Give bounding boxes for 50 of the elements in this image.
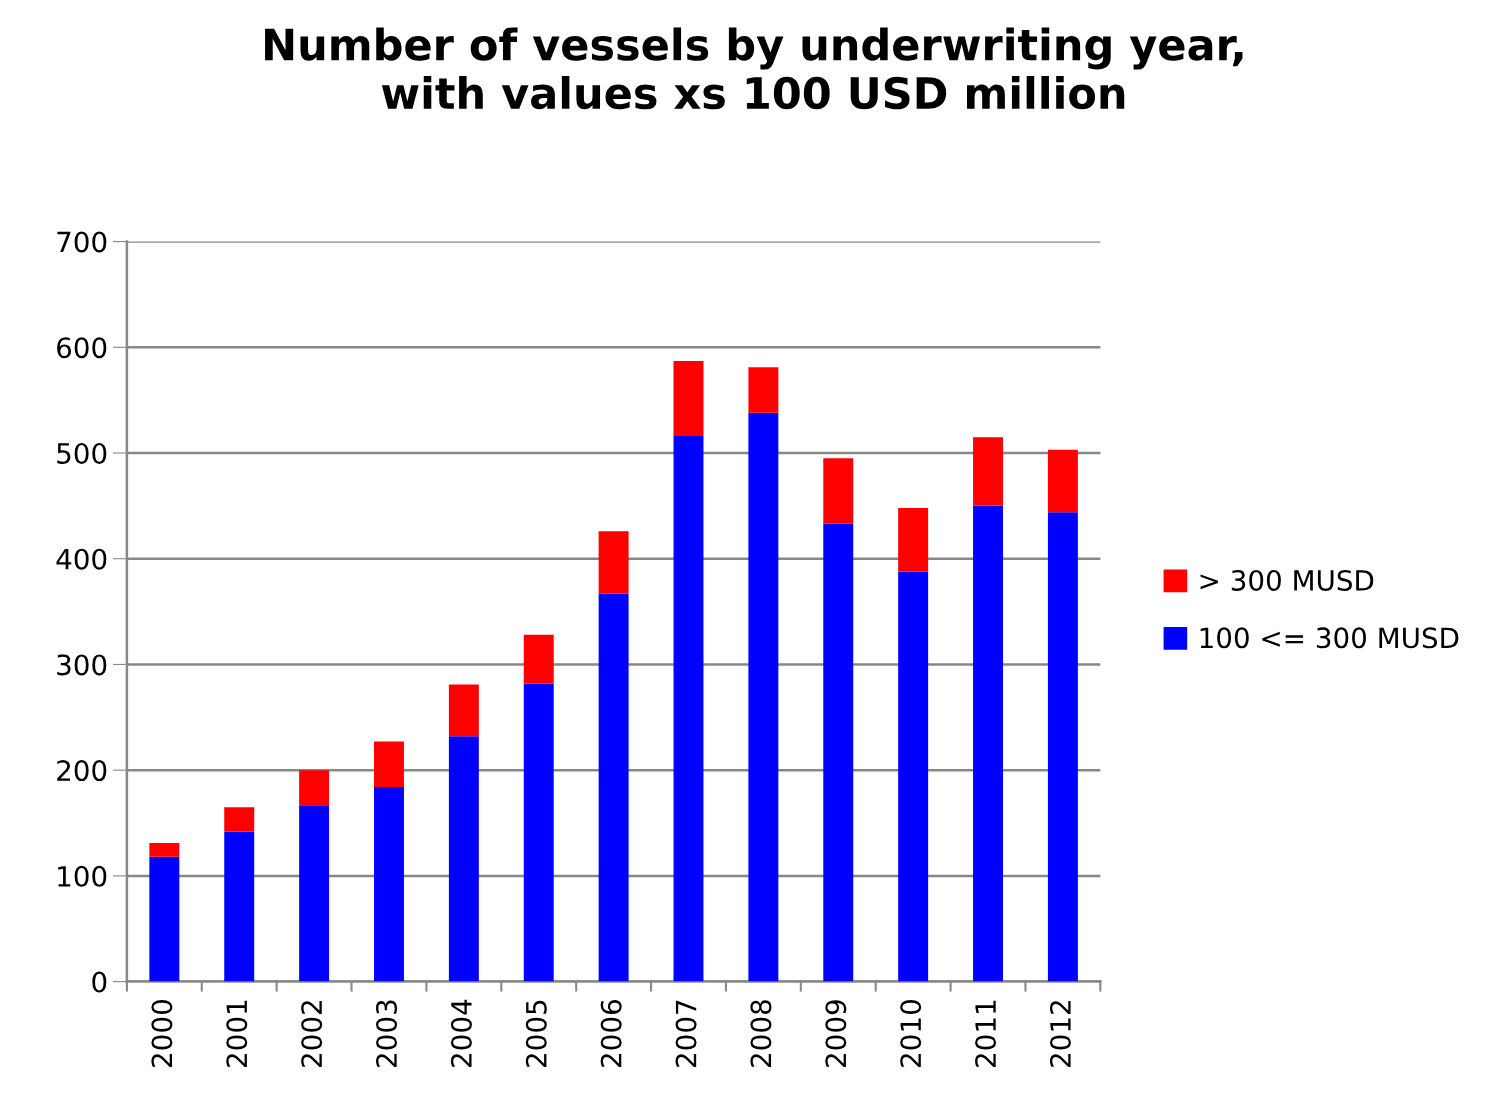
- legend-label: > 300 MUSD: [1200, 569, 1374, 591]
- y-tick-label: 700: [57, 231, 107, 253]
- y-tick-label: 100: [58, 865, 107, 887]
- bar: [823, 458, 854, 524]
- x-tick-label: 2009: [825, 1000, 847, 1067]
- x-tick-label: 2010: [900, 1000, 922, 1067]
- bar: [224, 807, 255, 832]
- x-tick-label: 2008: [750, 1000, 772, 1067]
- x-tick-label: 2007: [675, 1000, 697, 1067]
- bar: [973, 437, 1003, 506]
- y-tick-label: 500: [57, 442, 107, 464]
- x-tick-label: 2002: [301, 1001, 323, 1067]
- bar: [673, 436, 704, 982]
- bar: [149, 856, 180, 982]
- bar: [823, 523, 854, 982]
- x-tick-label: 2004: [450, 999, 472, 1067]
- bar: [898, 507, 929, 572]
- x-tick-label: 2011: [975, 1000, 997, 1067]
- bar: [224, 831, 255, 982]
- x-tick-label: 2006: [600, 1000, 622, 1067]
- bar: [973, 505, 1003, 982]
- y-tick-label: 600: [57, 337, 107, 359]
- bar: [1047, 449, 1078, 513]
- y-tick-label: 0: [92, 971, 107, 993]
- bar: [1047, 512, 1078, 982]
- y-tick-label: 400: [56, 548, 107, 570]
- x-tick-label: 2001: [226, 1000, 248, 1067]
- x-tick-label: 2003: [376, 1000, 398, 1067]
- bar: [149, 843, 180, 857]
- bar: [299, 770, 330, 807]
- x-tick-label: 2012: [1049, 1001, 1071, 1067]
- y-tick-label: 200: [57, 760, 107, 782]
- legend-label: 100 <= 300 MUSD: [1200, 627, 1459, 649]
- bar: [898, 571, 929, 982]
- bar: [523, 683, 554, 982]
- bar: [598, 531, 629, 594]
- bar: [748, 412, 779, 982]
- bar: [673, 361, 704, 437]
- bar: [374, 741, 404, 788]
- bar: [448, 684, 479, 737]
- x-tick-label: 2005: [525, 1000, 547, 1067]
- bar: [374, 787, 404, 982]
- chart-title: Number of vessels by underwriting year, with values xs 100 USD million: [265, 27, 1243, 110]
- y-tick-label: 300: [57, 654, 107, 676]
- bar: [299, 806, 330, 982]
- bar: [448, 736, 479, 982]
- bar: [598, 593, 629, 982]
- bar: [748, 367, 779, 413]
- bar: [523, 634, 554, 684]
- x-tick-label: 2000: [151, 1000, 173, 1067]
